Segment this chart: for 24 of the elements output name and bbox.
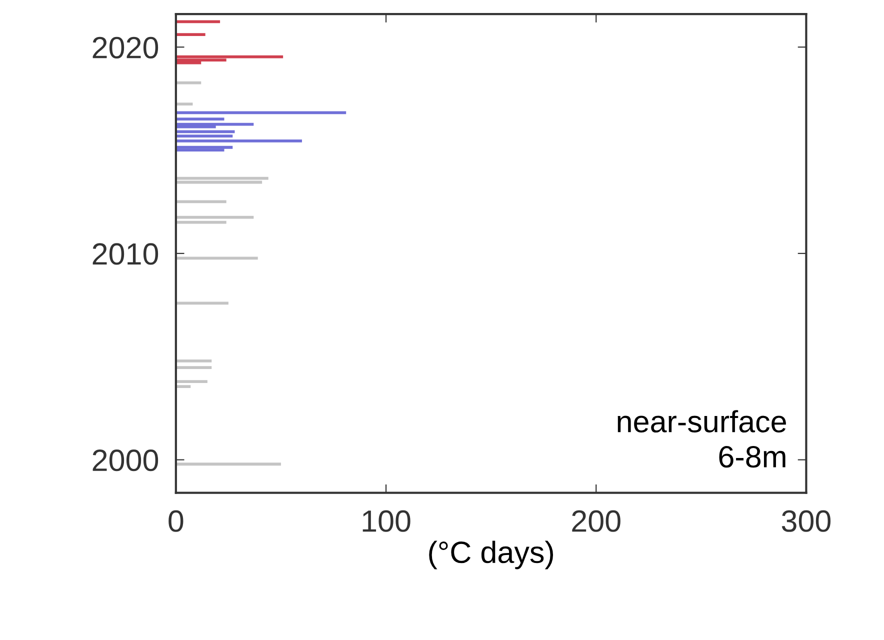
bar bbox=[176, 134, 233, 138]
x-tick-label: 0 bbox=[168, 510, 184, 532]
bar bbox=[176, 302, 228, 305]
bar bbox=[176, 140, 302, 142]
bar bbox=[176, 256, 258, 260]
bar bbox=[176, 360, 212, 362]
bar bbox=[176, 118, 224, 121]
bar bbox=[176, 380, 208, 384]
x-tick-label: 100 bbox=[362, 510, 410, 532]
bar bbox=[176, 216, 254, 219]
y-tick-label: 2020 bbox=[92, 36, 158, 58]
y-tick-label: 2010 bbox=[92, 243, 158, 265]
bar bbox=[176, 200, 226, 204]
x-tick-label: 200 bbox=[572, 510, 620, 532]
bar bbox=[176, 366, 212, 369]
bar bbox=[176, 385, 191, 388]
x-axis-title: (°C days) bbox=[429, 540, 554, 570]
bar bbox=[176, 176, 268, 180]
bar bbox=[176, 102, 193, 106]
x-tick-label: 300 bbox=[782, 510, 831, 532]
bar bbox=[176, 33, 206, 36]
bar bbox=[176, 462, 281, 466]
y-tick-label: 2000 bbox=[92, 450, 158, 472]
annotation: near-surface 6-8m bbox=[618, 410, 786, 468]
